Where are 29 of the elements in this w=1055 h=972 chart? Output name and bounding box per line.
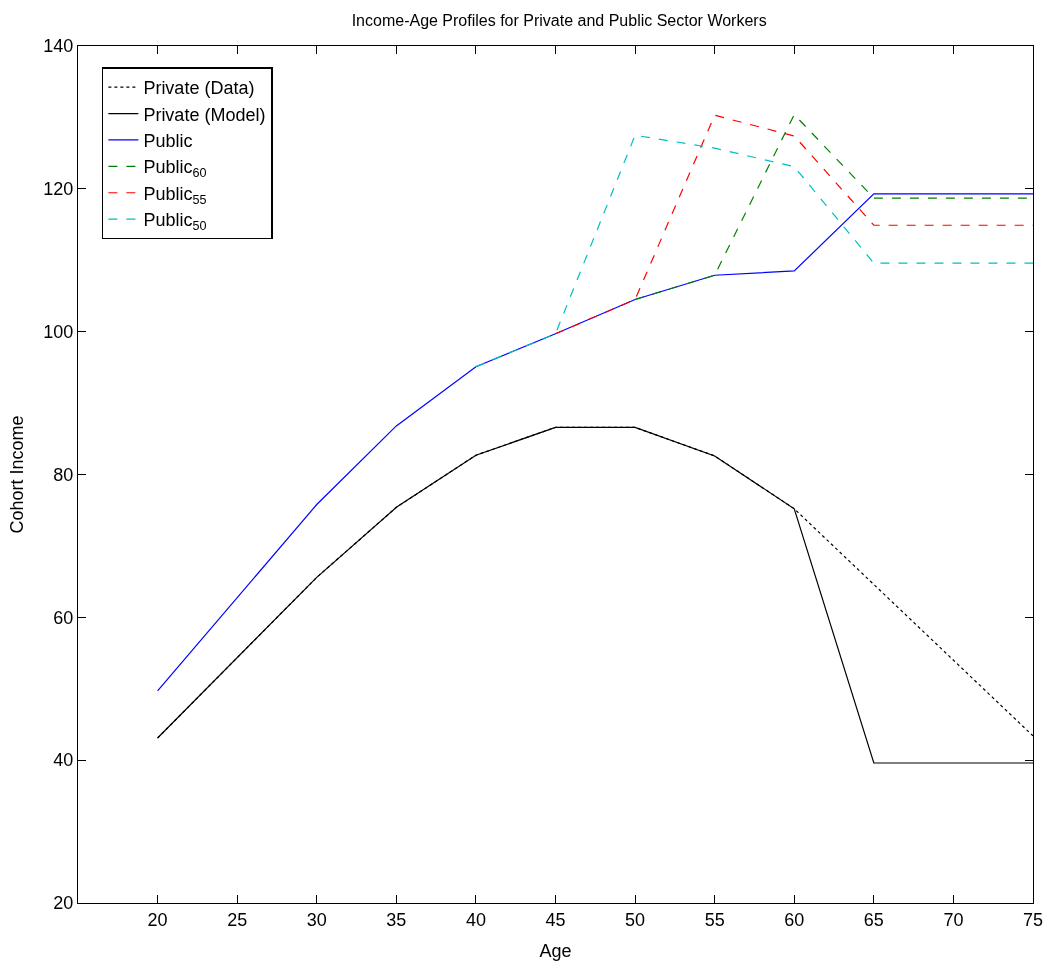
y-tick-label: 120 (43, 179, 74, 200)
x-tick-label: 25 (227, 909, 248, 930)
x-tick-label: 55 (704, 909, 725, 930)
x-tick-label: 30 (306, 909, 327, 930)
chart-title: Income-Age Profiles for Private and Public Sector Workers (351, 11, 767, 29)
x-tick-label: 20 (147, 909, 168, 930)
x-axis-title: Age (539, 940, 572, 961)
x-tick-label: 35 (386, 909, 407, 930)
x-tick-label: 75 (1022, 909, 1044, 930)
y-tick-label: 60 (53, 607, 74, 628)
y-tick-label: 100 (43, 321, 74, 342)
legend-label: Public$_{55}$ (143, 183, 207, 207)
legend-label: Public$_{50}$ (143, 210, 207, 233)
y-tick-label: 20 (53, 893, 74, 914)
x-tick-label: 45 (545, 909, 566, 930)
legend-label: Public (143, 130, 193, 151)
x-tick-label: 70 (943, 909, 964, 930)
y-tick-label: 40 (53, 750, 74, 771)
line-series (475, 134, 1033, 368)
legend-label: Private (Model) (143, 104, 266, 125)
legend-label: Private (Data) (143, 78, 255, 99)
y-axis-title: Cohort Income (6, 415, 27, 534)
x-tick-label: 50 (625, 909, 646, 930)
x-tick-label: 60 (784, 909, 805, 930)
x-tick-label: 40 (465, 909, 486, 930)
y-tick-label: 140 (43, 36, 74, 57)
legend-label: Public$_{60}$ (143, 157, 207, 181)
y-tick-label: 80 (53, 464, 74, 485)
x-tick-label: 65 (863, 909, 884, 930)
